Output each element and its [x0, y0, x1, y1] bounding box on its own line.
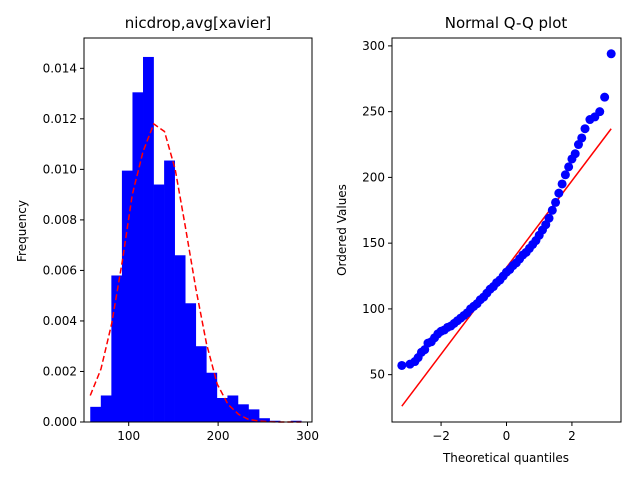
histogram-bar: [164, 160, 175, 423]
histogram-bar: [237, 404, 249, 422]
y-tick-label: 0.010: [43, 162, 77, 176]
histogram-bar: [195, 346, 207, 422]
qq-points: [397, 49, 616, 370]
histogram-bar: [216, 398, 228, 422]
histogram-bar: [143, 56, 154, 423]
qq-point: [544, 213, 554, 223]
histogram-plot-frame: [83, 37, 313, 423]
x-tick-label: 300: [296, 429, 319, 443]
histogram-bar: [153, 184, 165, 422]
qq-point: [551, 197, 561, 207]
qq-point: [547, 205, 557, 215]
fitted-density-curve: [89, 122, 302, 423]
histogram-ticks: 100 200 300 0.000 0.002 0.004 0.006 0.008 0.010 0…: [43, 61, 319, 443]
histogram-bar: [259, 418, 270, 422]
y-tick-label: 0.008: [43, 213, 77, 227]
y-tick-label: 300: [362, 39, 385, 53]
y-tick-label: 100: [362, 302, 385, 316]
x-tick-label: 100: [117, 429, 140, 443]
qq-point: [397, 360, 407, 370]
histogram-chart: nicdrop,avg[xavier] Frequency 100 200 300 0…: [15, 14, 319, 443]
y-tick-label: 50: [370, 368, 385, 382]
x-tick-label: 2: [568, 429, 576, 443]
y-tick-label: 200: [362, 170, 385, 184]
fitted-density-line: [89, 122, 302, 423]
qq-plot-frame: [391, 37, 622, 423]
histogram-bar: [248, 409, 260, 422]
qq-point: [600, 92, 610, 102]
histogram-bar: [290, 420, 302, 422]
y-tick-label: 0.006: [43, 263, 77, 277]
y-tick-label: 0.002: [43, 364, 77, 378]
x-tick-label: −2: [432, 429, 450, 443]
qq-plot-x-axis-label: Theoretical quantiles: [442, 451, 569, 465]
y-tick-label: 0.000: [43, 415, 77, 429]
histogram-bar: [132, 92, 144, 422]
y-tick-label: 0.014: [43, 61, 77, 75]
histogram-bar: [185, 303, 197, 422]
qq-point: [564, 162, 574, 172]
qq-point: [557, 179, 567, 189]
histogram-y-axis-label: Frequency: [15, 200, 29, 262]
histogram-bar: [121, 170, 133, 422]
qq-point: [554, 188, 564, 198]
x-tick-label: 200: [207, 429, 230, 443]
histogram-bar: [100, 395, 112, 422]
y-tick-label: 0.012: [43, 112, 77, 126]
qq-plot-y-axis-label: Ordered Values: [335, 184, 349, 276]
histogram-title: nicdrop,avg[xavier]: [125, 14, 272, 32]
histogram-bar: [111, 275, 123, 422]
x-tick-label: 0: [503, 429, 511, 443]
y-tick-label: 250: [362, 105, 385, 119]
qq-plot-chart: Normal Q-Q plot Theoretical quantiles Or…: [335, 14, 622, 465]
qq-point: [577, 133, 587, 143]
histogram-bar: [206, 372, 218, 422]
qq-plot-title: Normal Q-Q plot: [445, 14, 568, 32]
histogram-bar: [174, 255, 186, 422]
qq-point: [595, 107, 605, 117]
histogram-bar: [90, 406, 102, 422]
qq-point: [580, 124, 590, 134]
qq-point: [570, 149, 580, 159]
y-tick-label: 150: [362, 236, 385, 250]
qq-point: [560, 170, 570, 180]
qq-point: [606, 49, 616, 59]
y-tick-label: 0.004: [43, 314, 77, 328]
histogram-bars: [90, 56, 302, 423]
